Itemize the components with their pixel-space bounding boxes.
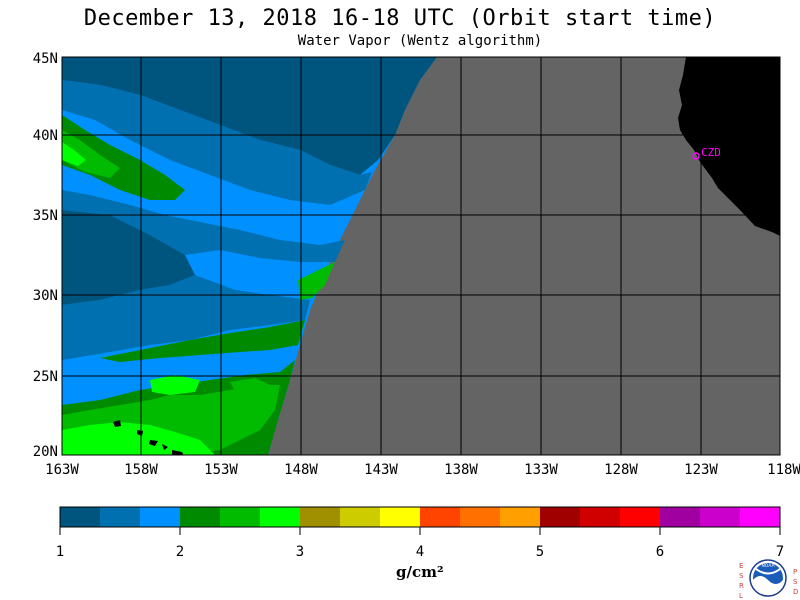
colorbar-tick-label: 7 xyxy=(776,544,784,560)
svg-text:P: P xyxy=(793,568,797,576)
hawaii-island-big xyxy=(172,450,184,455)
colorbar-tick-label: 6 xyxy=(656,544,664,560)
station-label: CZD xyxy=(701,146,721,159)
colorbar-ticks xyxy=(59,527,781,535)
svg-text:S: S xyxy=(739,572,744,580)
lon-label: 143W xyxy=(364,462,398,478)
swath-dark-blue-north xyxy=(62,57,437,175)
swath-lime-south xyxy=(62,422,215,455)
colorbar-swatch xyxy=(300,507,341,527)
swath-medium-blue-3 xyxy=(62,275,310,360)
lon-label: 163W xyxy=(45,462,79,478)
svg-text:E: E xyxy=(739,562,743,570)
svg-text:D: D xyxy=(793,588,798,596)
lon-label: 133W xyxy=(524,462,558,478)
colorbar-swatch xyxy=(540,507,581,527)
station-marker-icon xyxy=(692,152,700,160)
swath-lime-patch-2 xyxy=(150,375,200,395)
noaa-logo-icon: E S R L P S D NOAA xyxy=(739,559,798,600)
swath-medium-blue-1 xyxy=(62,80,372,205)
lat-label: 40N xyxy=(33,128,58,144)
hawaii-island-4 xyxy=(162,444,168,450)
latitude-labels: 45N 40N 35N 30N 25N 20N xyxy=(33,51,58,460)
lon-label: 138W xyxy=(444,462,478,478)
swath-green-east xyxy=(298,262,335,300)
lat-label: 45N xyxy=(33,51,58,67)
colorbar-tick-label: 3 xyxy=(296,544,304,560)
swath-green-patch-3 xyxy=(230,378,270,400)
lon-label: 153W xyxy=(204,462,238,478)
lon-label: 158W xyxy=(124,462,158,478)
swath-dark-blue-mid xyxy=(62,210,195,305)
colorbar-swatch xyxy=(620,507,661,527)
swath-green-central xyxy=(100,320,305,362)
map-frame xyxy=(61,56,781,456)
hawaii-island-1 xyxy=(113,420,121,427)
colorbar-swatch xyxy=(140,507,181,527)
colorbar-swatch xyxy=(700,507,741,527)
colorbar-swatch xyxy=(260,507,301,527)
svg-text:R: R xyxy=(739,582,744,590)
colorbar-tick-label: 2 xyxy=(176,544,184,560)
colorbar-swatch xyxy=(580,507,621,527)
colorbar-swatch xyxy=(180,507,221,527)
lon-label: 118W xyxy=(767,462,800,478)
lon-label: 148W xyxy=(284,462,318,478)
colorbar-swatch xyxy=(340,507,381,527)
colorbar-swatch xyxy=(420,507,461,527)
colorbar-swatch xyxy=(220,507,261,527)
colorbar-swatch xyxy=(460,507,501,527)
colorbar xyxy=(60,507,781,527)
svg-text:S: S xyxy=(793,578,798,586)
colorbar-tick-label: 4 xyxy=(416,544,424,560)
map-subtitle: Water Vapor (Wentz algorithm) xyxy=(297,33,543,49)
colorbar-swatch xyxy=(660,507,701,527)
psd-letters: P S D xyxy=(793,568,798,596)
colorbar-tick-label: 1 xyxy=(56,544,64,560)
lat-label: 30N xyxy=(33,288,58,304)
lon-label: 123W xyxy=(684,462,718,478)
swath-green-lime-northwest xyxy=(62,142,86,166)
colorbar-swatch xyxy=(100,507,141,527)
graticule xyxy=(62,57,780,455)
north-america-land xyxy=(678,57,780,236)
colorbar-units: g/cm² xyxy=(396,563,444,581)
colorbar-swatch xyxy=(500,507,541,527)
map-title: December 13, 2018 16-18 UTC (Orbit start… xyxy=(83,6,717,31)
swath-bright-green-northwest xyxy=(62,130,120,178)
colorbar-tick-label: 5 xyxy=(536,544,544,560)
hawaii-island-3 xyxy=(149,440,158,446)
colorbar-swatch xyxy=(740,507,781,527)
colorbar-swatch xyxy=(380,507,421,527)
lat-label: 20N xyxy=(33,444,58,460)
lat-label: 25N xyxy=(33,369,58,385)
lat-label: 35N xyxy=(33,208,58,224)
map-plot-area xyxy=(62,57,780,455)
esrl-letters: E S R L xyxy=(739,562,744,600)
longitude-labels: 163W 158W 153W 148W 143W 138W 133W 128W … xyxy=(45,462,800,478)
lon-label: 128W xyxy=(604,462,638,478)
colorbar-tick-labels: 1 2 3 4 5 6 7 xyxy=(56,544,784,560)
colorbar-swatch xyxy=(60,507,101,527)
swath-green-northwest xyxy=(62,115,185,200)
svg-text:L: L xyxy=(739,592,743,600)
noaa-logo-text: NOAA xyxy=(761,563,775,569)
swath-medium-blue-2 xyxy=(62,190,345,262)
